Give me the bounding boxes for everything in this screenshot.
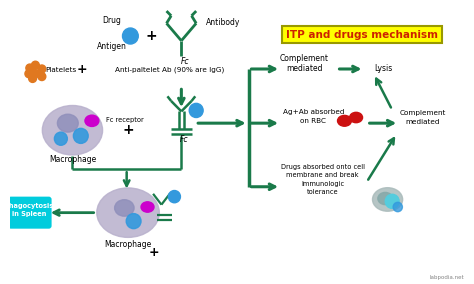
Text: Complement: Complement — [399, 110, 446, 116]
FancyBboxPatch shape — [8, 197, 52, 229]
Text: Immunologic: Immunologic — [301, 181, 344, 187]
Text: labpodia.net: labpodia.net — [429, 275, 464, 279]
Ellipse shape — [85, 115, 99, 126]
Text: Fc: Fc — [181, 57, 190, 66]
Text: Platelets: Platelets — [46, 67, 77, 73]
Text: Drugs absorbed onto cell: Drugs absorbed onto cell — [281, 164, 365, 170]
Ellipse shape — [42, 105, 102, 155]
Circle shape — [126, 214, 141, 229]
Ellipse shape — [57, 114, 78, 132]
Circle shape — [31, 61, 39, 69]
Circle shape — [122, 28, 138, 44]
Circle shape — [26, 64, 34, 72]
Text: Fc: Fc — [179, 135, 188, 144]
Circle shape — [385, 194, 399, 208]
Circle shape — [28, 74, 36, 82]
Ellipse shape — [97, 188, 159, 237]
Ellipse shape — [349, 112, 363, 123]
Circle shape — [55, 132, 67, 145]
Text: Fc receptor: Fc receptor — [106, 117, 144, 123]
Circle shape — [38, 65, 46, 73]
Circle shape — [189, 103, 203, 118]
Text: on RBC: on RBC — [301, 118, 327, 124]
Ellipse shape — [115, 200, 134, 216]
Circle shape — [25, 70, 33, 78]
Circle shape — [393, 202, 402, 212]
Text: Antigen: Antigen — [97, 42, 127, 51]
Text: tolerance: tolerance — [307, 189, 338, 195]
Text: +: + — [76, 63, 87, 76]
Text: +: + — [148, 246, 159, 259]
Text: +: + — [146, 29, 157, 43]
Ellipse shape — [337, 115, 351, 126]
Text: mediated: mediated — [286, 64, 322, 73]
Text: ITP and drugs mechanism: ITP and drugs mechanism — [286, 30, 438, 39]
Text: membrane and break: membrane and break — [286, 172, 359, 178]
Text: Drug: Drug — [102, 16, 121, 25]
Circle shape — [168, 191, 181, 203]
Text: +: + — [122, 123, 134, 137]
Circle shape — [73, 128, 88, 143]
Circle shape — [38, 72, 46, 81]
Text: in Spleen: in Spleen — [12, 211, 46, 218]
Text: Macrophage: Macrophage — [49, 155, 96, 164]
Text: Phagocytosis: Phagocytosis — [5, 203, 54, 209]
Text: Complement: Complement — [280, 53, 328, 62]
Ellipse shape — [378, 192, 392, 205]
Text: Ag+Ab absorbed: Ag+Ab absorbed — [283, 109, 344, 115]
Text: Lysis: Lysis — [374, 64, 392, 74]
Circle shape — [31, 70, 39, 78]
Text: Anti-paltelet Ab (90% are IgG): Anti-paltelet Ab (90% are IgG) — [115, 67, 224, 73]
Ellipse shape — [141, 202, 154, 212]
Text: Macrophage: Macrophage — [104, 240, 152, 248]
Ellipse shape — [373, 188, 402, 211]
Text: mediated: mediated — [405, 119, 439, 125]
Text: Antibody: Antibody — [205, 18, 240, 27]
